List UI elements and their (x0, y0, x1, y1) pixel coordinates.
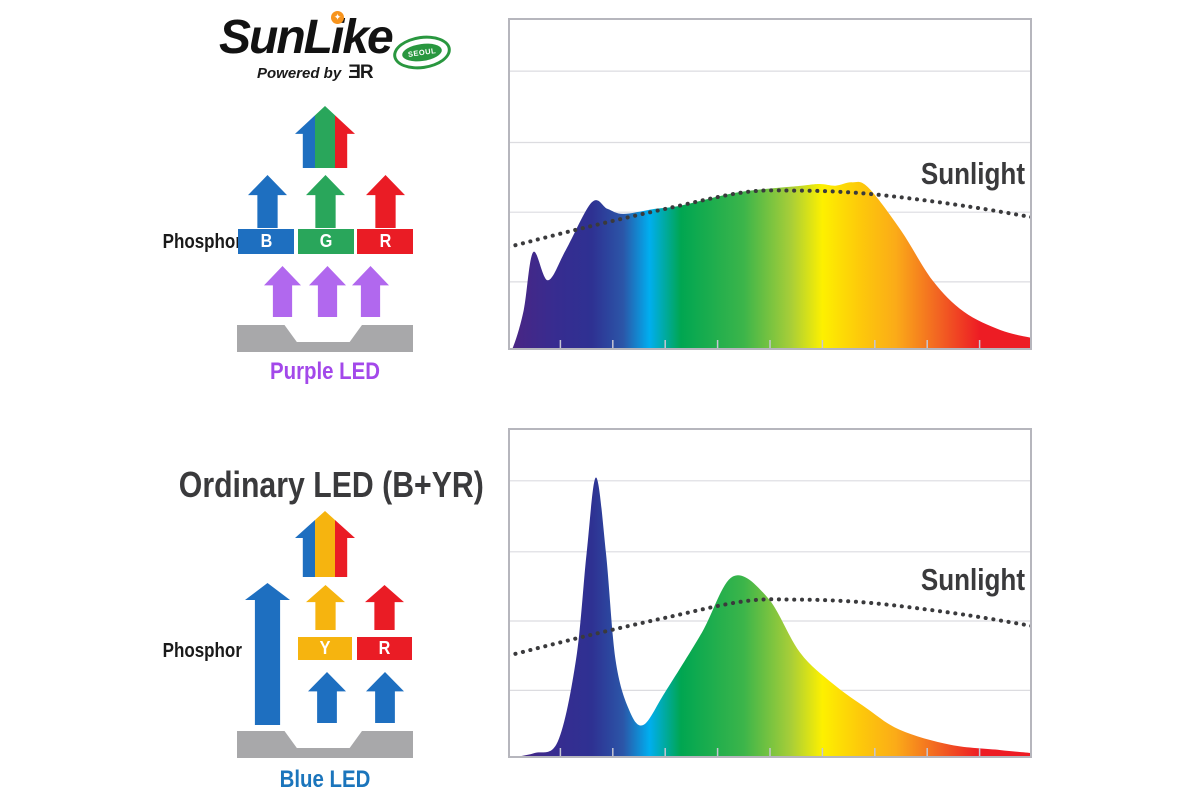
sunlike-spectrum-chart (508, 18, 1032, 350)
blue-emission-arrow-icon (308, 672, 346, 723)
blue-light-arrow-icon (248, 175, 287, 228)
led-substrate-shape (237, 731, 413, 758)
phosphor-box-g: G (298, 229, 354, 254)
green-light-arrow-icon (306, 175, 345, 228)
purple-emission-arrow-icon (309, 266, 346, 317)
phosphor-box-b: B (238, 229, 294, 254)
purple-emission-arrow-icon (264, 266, 301, 317)
sunlike-logo: SunLike ✦ SEOUL Powered by ƎR (219, 11, 479, 87)
combined-bgr-arrow-icon (295, 106, 355, 168)
red-light-arrow-icon (365, 585, 404, 630)
red-light-arrow-icon (366, 175, 405, 228)
purple-led-caption: Purple LED (270, 358, 380, 385)
powered-by-logo: ƎR (348, 62, 373, 83)
phosphor-label: Phosphor (162, 640, 242, 662)
yellow-light-arrow-icon (306, 585, 345, 630)
phosphor-box-r-label: R (379, 231, 391, 251)
tall-blue-light-arrow-icon (245, 583, 290, 725)
seoul-badge: SEOUL (390, 32, 454, 73)
chart-border (508, 18, 1032, 350)
led-substrate-shape (237, 325, 413, 352)
sunlight-annotation: Sunlight (920, 562, 1025, 597)
purple-emission-arrow-icon (352, 266, 389, 317)
phosphor-box-b-label: B (260, 231, 272, 251)
ordinary-led-title: Ordinary LED (B+YR) (178, 464, 484, 505)
blue-emission-arrow-icon (366, 672, 404, 723)
phosphor-box-g-label: G (319, 231, 333, 251)
phosphor-box-r: R (357, 637, 412, 660)
phosphor-box-y: Y (298, 637, 352, 660)
sunlight-annotation: Sunlight (920, 156, 1025, 191)
phosphor-box-y-label: Y (319, 638, 331, 658)
powered-by-text: Powered by (257, 65, 342, 82)
chart-border (508, 428, 1032, 758)
phosphor-box-r-label: R (378, 638, 391, 658)
powered-by-line: Powered by ƎR (257, 62, 374, 84)
combined-byr-arrow-icon (295, 511, 355, 577)
ordinary-spectrum-chart (508, 428, 1032, 758)
phosphor-label: Phosphor (162, 231, 242, 253)
phosphor-box-r: R (357, 229, 413, 254)
seoul-badge-label: SEOUL (401, 41, 443, 64)
brand-wordmark: SunLike (219, 11, 394, 64)
sun-icon: ✦ (331, 11, 344, 24)
blue-led-caption: Blue LED (279, 766, 371, 793)
